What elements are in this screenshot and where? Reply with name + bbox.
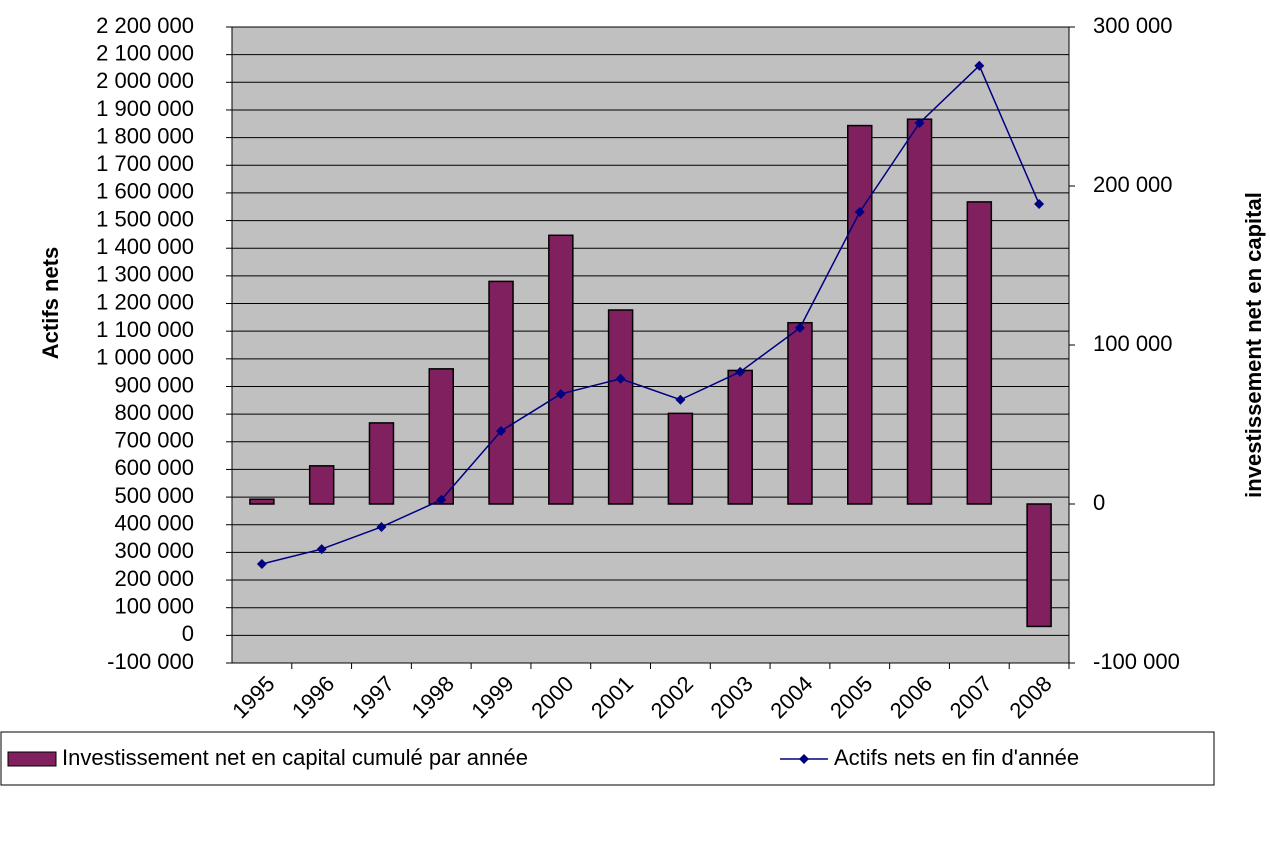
y-tick-label: 1 700 000: [96, 151, 194, 176]
x-tick-label: 2001: [586, 671, 638, 723]
y-tick-label: 1 300 000: [96, 262, 194, 287]
y-tick-label: 400 000: [114, 511, 194, 536]
y2-axis-title: investissement net en capital: [1241, 192, 1266, 498]
y-tick-label: 300 000: [114, 538, 194, 563]
x-tick-label: 2006: [885, 671, 937, 723]
bar: [609, 310, 633, 504]
y2-tick-label: 100 000: [1093, 331, 1173, 356]
y-tick-label: 600 000: [114, 455, 194, 480]
chart: Actifs nets investissement net en capita…: [0, 0, 1270, 851]
bar: [549, 235, 573, 504]
plot-area: [232, 27, 1069, 663]
y-tick-label: 1 900 000: [96, 96, 194, 121]
y2-tick-label: 300 000: [1093, 13, 1173, 38]
y-tick-label: 1 100 000: [96, 317, 194, 342]
legend-swatch: [8, 752, 56, 766]
bar: [788, 323, 812, 504]
y-tick-label: 2 200 000: [96, 13, 194, 38]
x-tick-label: 1995: [227, 671, 279, 723]
bar: [310, 466, 334, 504]
y-tick-label: 2 000 000: [96, 68, 194, 93]
y-axis-title: Actifs nets: [38, 247, 63, 359]
bar: [1027, 504, 1051, 626]
legend-label: Actifs nets en fin d'année: [834, 745, 1079, 770]
y2-tick-label: 0: [1093, 490, 1105, 515]
x-tick-label: 2002: [646, 671, 698, 723]
y2-tick-label: 200 000: [1093, 172, 1173, 197]
bar: [250, 499, 274, 504]
y-tick-label: 1 400 000: [96, 234, 194, 259]
bar: [908, 119, 932, 504]
y-tick-label: 700 000: [114, 428, 194, 453]
x-tick-label: 1999: [466, 671, 518, 723]
bar: [369, 423, 393, 504]
bar: [668, 413, 692, 504]
x-tick-label: 2003: [706, 671, 758, 723]
bar: [489, 281, 513, 504]
y-tick-label: 1 200 000: [96, 289, 194, 314]
bar: [728, 370, 752, 504]
y-tick-label: 100 000: [114, 594, 194, 619]
x-tick-label: 2004: [765, 671, 817, 723]
y2-tick-label: -100 000: [1093, 649, 1180, 674]
x-tick-label: 1998: [407, 671, 459, 723]
y-tick-label: 900 000: [114, 372, 194, 397]
x-tick-label: 2000: [526, 671, 578, 723]
y-tick-label: 800 000: [114, 400, 194, 425]
y-tick-label: 1 500 000: [96, 206, 194, 231]
x-tick-label: 1996: [287, 671, 339, 723]
bar: [967, 202, 991, 504]
x-tick-label: 2008: [1004, 671, 1056, 723]
y-tick-label: 200 000: [114, 566, 194, 591]
legend-label: Investissement net en capital cumulé par…: [62, 745, 528, 770]
y-tick-label: 1 800 000: [96, 123, 194, 148]
y-tick-label: 1 600 000: [96, 179, 194, 204]
x-tick-label: 2005: [825, 671, 877, 723]
y-tick-label: 500 000: [114, 483, 194, 508]
y-tick-label: 2 100 000: [96, 40, 194, 65]
bar: [848, 126, 872, 504]
x-tick-label: 1997: [347, 671, 399, 723]
x-tick-label: 2007: [945, 671, 997, 723]
y-tick-label: 0: [182, 621, 194, 646]
y-tick-label: -100 000: [107, 649, 194, 674]
bar: [429, 369, 453, 504]
y-tick-label: 1 000 000: [96, 345, 194, 370]
